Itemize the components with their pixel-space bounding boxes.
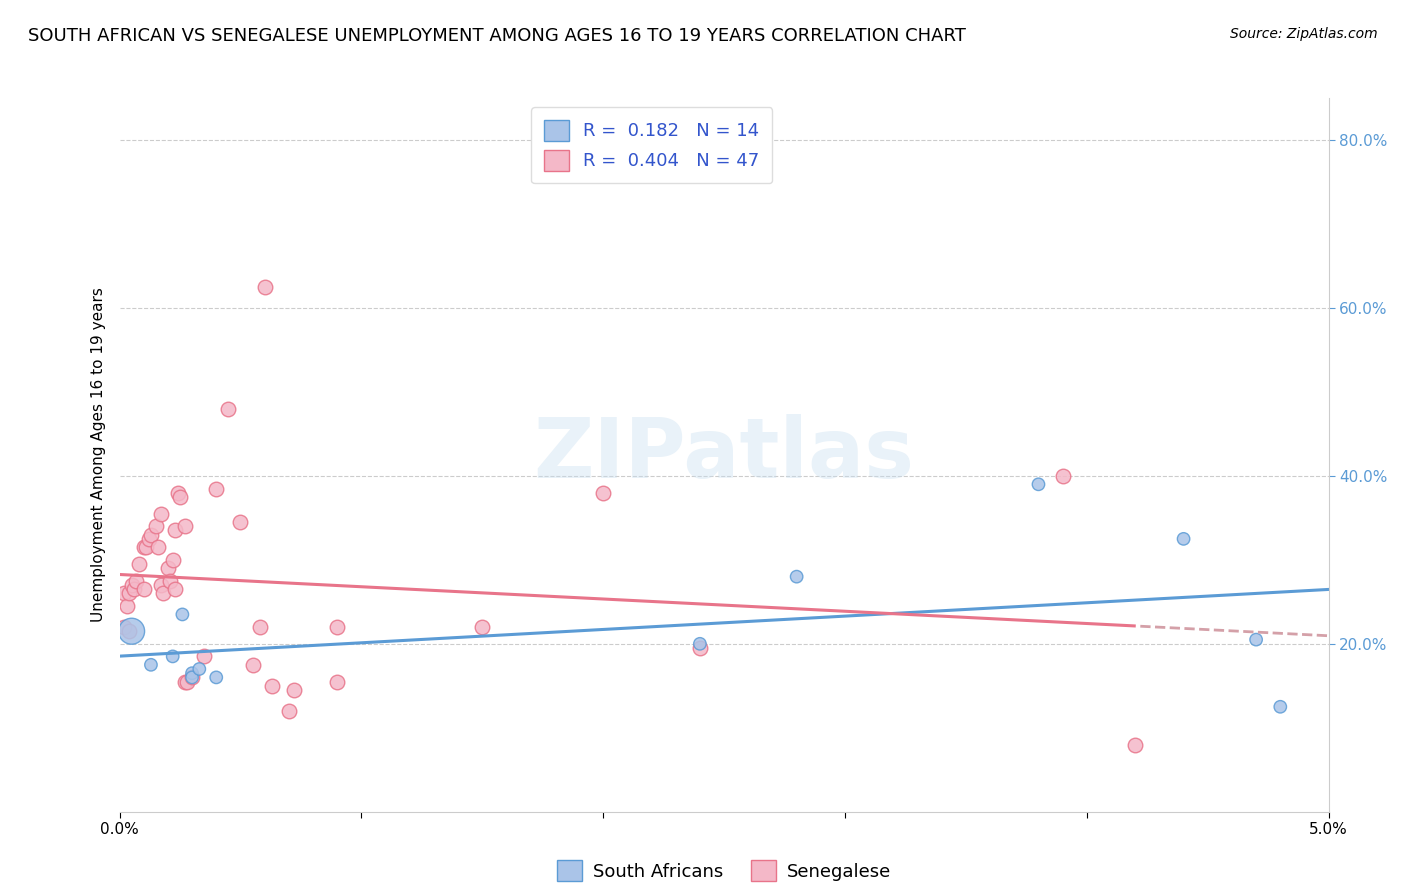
Point xyxy=(121,624,143,639)
Point xyxy=(122,582,145,597)
Point xyxy=(166,485,188,500)
Point xyxy=(1270,699,1292,714)
Point xyxy=(162,553,184,567)
Point xyxy=(326,620,349,634)
Point xyxy=(135,541,157,555)
Point xyxy=(132,541,155,555)
Point xyxy=(205,482,228,496)
Text: ZIPatlas: ZIPatlas xyxy=(534,415,914,495)
Point xyxy=(1052,469,1074,483)
Point xyxy=(1244,632,1267,647)
Point xyxy=(181,670,204,684)
Point xyxy=(112,620,135,634)
Point xyxy=(1173,532,1195,546)
Point xyxy=(471,620,494,634)
Point xyxy=(125,574,148,588)
Point xyxy=(193,649,215,664)
Point xyxy=(242,657,264,672)
Legend: South Africans, Senegalese: South Africans, Senegalese xyxy=(550,853,898,888)
Point xyxy=(139,527,162,541)
Point xyxy=(326,674,349,689)
Y-axis label: Unemployment Among Ages 16 to 19 years: Unemployment Among Ages 16 to 19 years xyxy=(90,287,105,623)
Point xyxy=(217,401,239,416)
Point xyxy=(159,574,181,588)
Point xyxy=(128,557,150,571)
Point xyxy=(132,582,155,597)
Point xyxy=(149,578,172,592)
Point xyxy=(1028,477,1050,491)
Point xyxy=(165,524,187,538)
Point xyxy=(169,490,191,504)
Point xyxy=(173,519,195,533)
Point xyxy=(145,519,167,533)
Point xyxy=(148,541,170,555)
Point xyxy=(188,662,211,676)
Point xyxy=(112,586,135,600)
Point xyxy=(172,607,194,622)
Text: Source: ZipAtlas.com: Source: ZipAtlas.com xyxy=(1230,27,1378,41)
Point xyxy=(118,624,141,639)
Point xyxy=(260,679,283,693)
Point xyxy=(249,620,271,634)
Point xyxy=(229,515,252,529)
Point xyxy=(118,586,141,600)
Point xyxy=(165,582,187,597)
Point xyxy=(277,704,299,718)
Point xyxy=(283,683,305,698)
Point xyxy=(121,578,143,592)
Text: SOUTH AFRICAN VS SENEGALESE UNEMPLOYMENT AMONG AGES 16 TO 19 YEARS CORRELATION C: SOUTH AFRICAN VS SENEGALESE UNEMPLOYMENT… xyxy=(28,27,966,45)
Point xyxy=(173,674,195,689)
Point xyxy=(786,569,808,583)
Point xyxy=(592,485,614,500)
Point xyxy=(253,280,276,294)
Point xyxy=(205,670,228,684)
Point xyxy=(162,649,184,664)
Point xyxy=(115,599,138,613)
Point xyxy=(181,670,204,684)
Point xyxy=(139,657,162,672)
Point xyxy=(176,674,198,689)
Point xyxy=(156,561,179,575)
Point xyxy=(152,586,174,600)
Point xyxy=(689,637,711,651)
Point xyxy=(689,640,711,655)
Point xyxy=(149,507,172,521)
Point xyxy=(138,532,160,546)
Point xyxy=(1123,738,1146,752)
Point xyxy=(181,666,204,681)
